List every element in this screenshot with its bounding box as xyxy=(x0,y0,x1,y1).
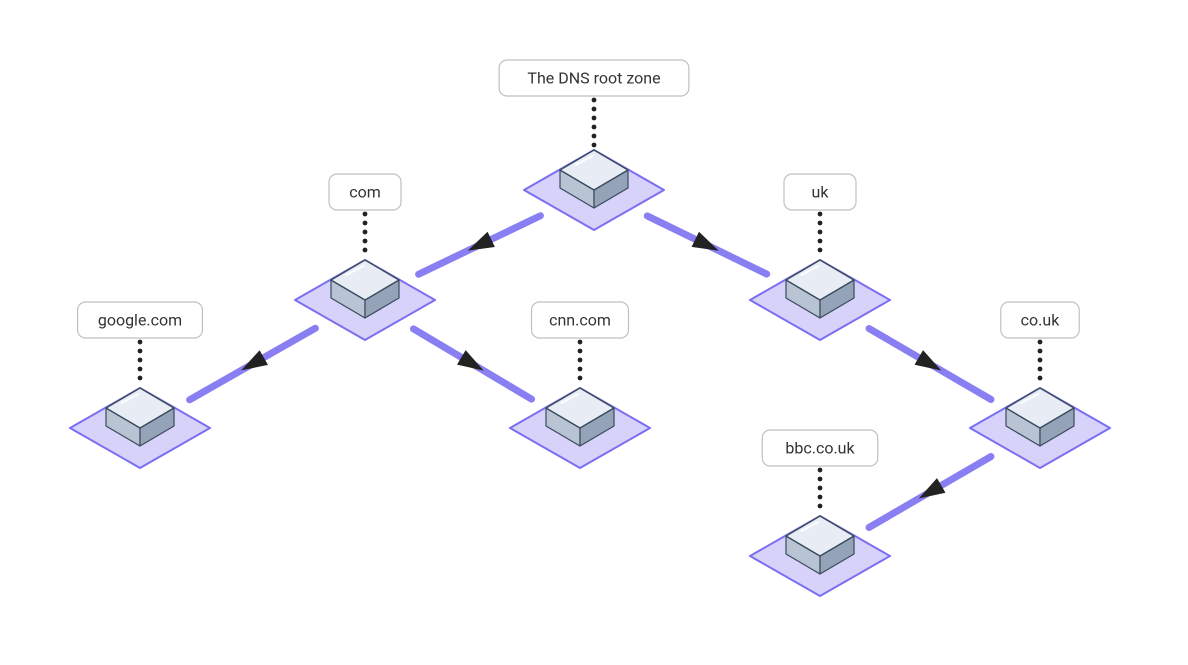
label-text: bbc.co.uk xyxy=(785,439,855,458)
dns-node-couk: co.uk xyxy=(970,302,1110,468)
label-text: The DNS root zone xyxy=(527,69,660,88)
label-com: com xyxy=(329,174,401,210)
edge-com-cnn xyxy=(413,329,531,399)
dns-node-cnn: cnn.com xyxy=(510,302,650,468)
label-connector-dots xyxy=(578,340,583,381)
edge-uk-couk xyxy=(869,329,991,400)
dns-node-root: The DNS root zone xyxy=(499,60,689,230)
edge-com-google xyxy=(190,328,316,400)
label-bbc: bbc.co.uk xyxy=(762,430,878,466)
label-root: The DNS root zone xyxy=(499,60,689,96)
label-connector-dots xyxy=(1038,340,1043,381)
label-connector-dots xyxy=(138,340,143,381)
dns-node-bbc: bbc.co.uk xyxy=(750,430,890,596)
edge-layer xyxy=(190,216,991,528)
dns-node-google: google.com xyxy=(70,302,210,468)
label-text: co.uk xyxy=(1021,311,1061,330)
label-connector-dots xyxy=(818,468,823,509)
label-text: uk xyxy=(812,183,830,202)
edge-root-com xyxy=(419,216,541,275)
label-cnn: cnn.com xyxy=(532,302,629,338)
edge-arrow-icon xyxy=(464,232,495,258)
dns-tree-diagram: The DNS root zone com uk google.com cnn.com c… xyxy=(0,0,1188,665)
edge-arrow-icon xyxy=(692,232,723,259)
label-text: com xyxy=(349,183,381,202)
node-layer: The DNS root zone com uk google.com cnn.com c… xyxy=(70,60,1110,596)
label-uk: uk xyxy=(784,174,856,210)
label-connector-dots xyxy=(592,98,597,148)
label-couk: co.uk xyxy=(1001,302,1079,338)
dns-node-com: com xyxy=(295,174,435,340)
dns-node-uk: uk xyxy=(750,174,890,340)
label-text: cnn.com xyxy=(549,311,611,330)
label-text: google.com xyxy=(98,311,182,330)
label-connector-dots xyxy=(363,212,368,253)
edge-couk-bbc xyxy=(869,457,991,528)
label-connector-dots xyxy=(818,212,823,253)
label-google: google.com xyxy=(78,302,203,338)
edge-root-uk xyxy=(647,216,766,274)
